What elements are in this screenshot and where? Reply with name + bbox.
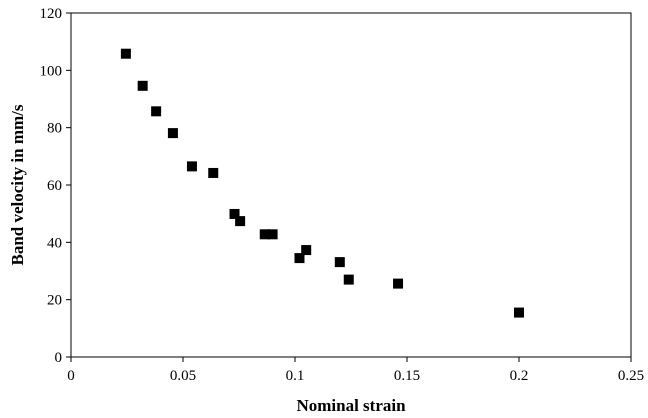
data-point: [267, 229, 278, 240]
data-point: [167, 128, 178, 139]
axis-ticks: 0 0.05 0.1 0.15 0.2 0.25 0 20 40 60 80 100 120: [40, 6, 645, 384]
data-point: [301, 245, 312, 256]
data-point: [393, 278, 404, 289]
data-point: [343, 274, 354, 285]
y-tick-label: 60: [47, 178, 62, 194]
data-points: [120, 48, 524, 318]
data-point: [120, 48, 131, 59]
data-point: [186, 161, 197, 172]
data-point: [259, 229, 270, 240]
y-tick-label: 20: [47, 293, 62, 309]
data-point: [208, 167, 219, 178]
data-point: [514, 307, 524, 318]
data-point: [334, 257, 345, 268]
y-tick-label: 100: [40, 63, 63, 79]
plot-frame: [70, 12, 632, 358]
data-point: [235, 216, 246, 227]
y-tick-label: 80: [47, 121, 62, 137]
y-tick-label: 120: [40, 6, 63, 22]
data-point: [151, 106, 162, 117]
x-tick-label: 0.2: [510, 368, 529, 384]
x-tick-label: 0.15: [394, 368, 420, 384]
x-axis-title: Nominal strain: [296, 396, 406, 415]
plot-area-border: [70, 12, 632, 358]
y-tick-label: 40: [47, 235, 62, 251]
y-tick-label: 0: [55, 350, 63, 366]
x-tick-label: 0.25: [618, 368, 644, 384]
data-point: [294, 253, 305, 264]
y-axis-title: Band velocity in mm/s: [8, 104, 27, 265]
x-tick-label: 0.05: [170, 368, 196, 384]
x-tick-label: 0: [67, 368, 75, 384]
data-point: [137, 80, 148, 91]
data-point: [229, 208, 240, 219]
x-tick-label: 0.1: [286, 368, 305, 384]
